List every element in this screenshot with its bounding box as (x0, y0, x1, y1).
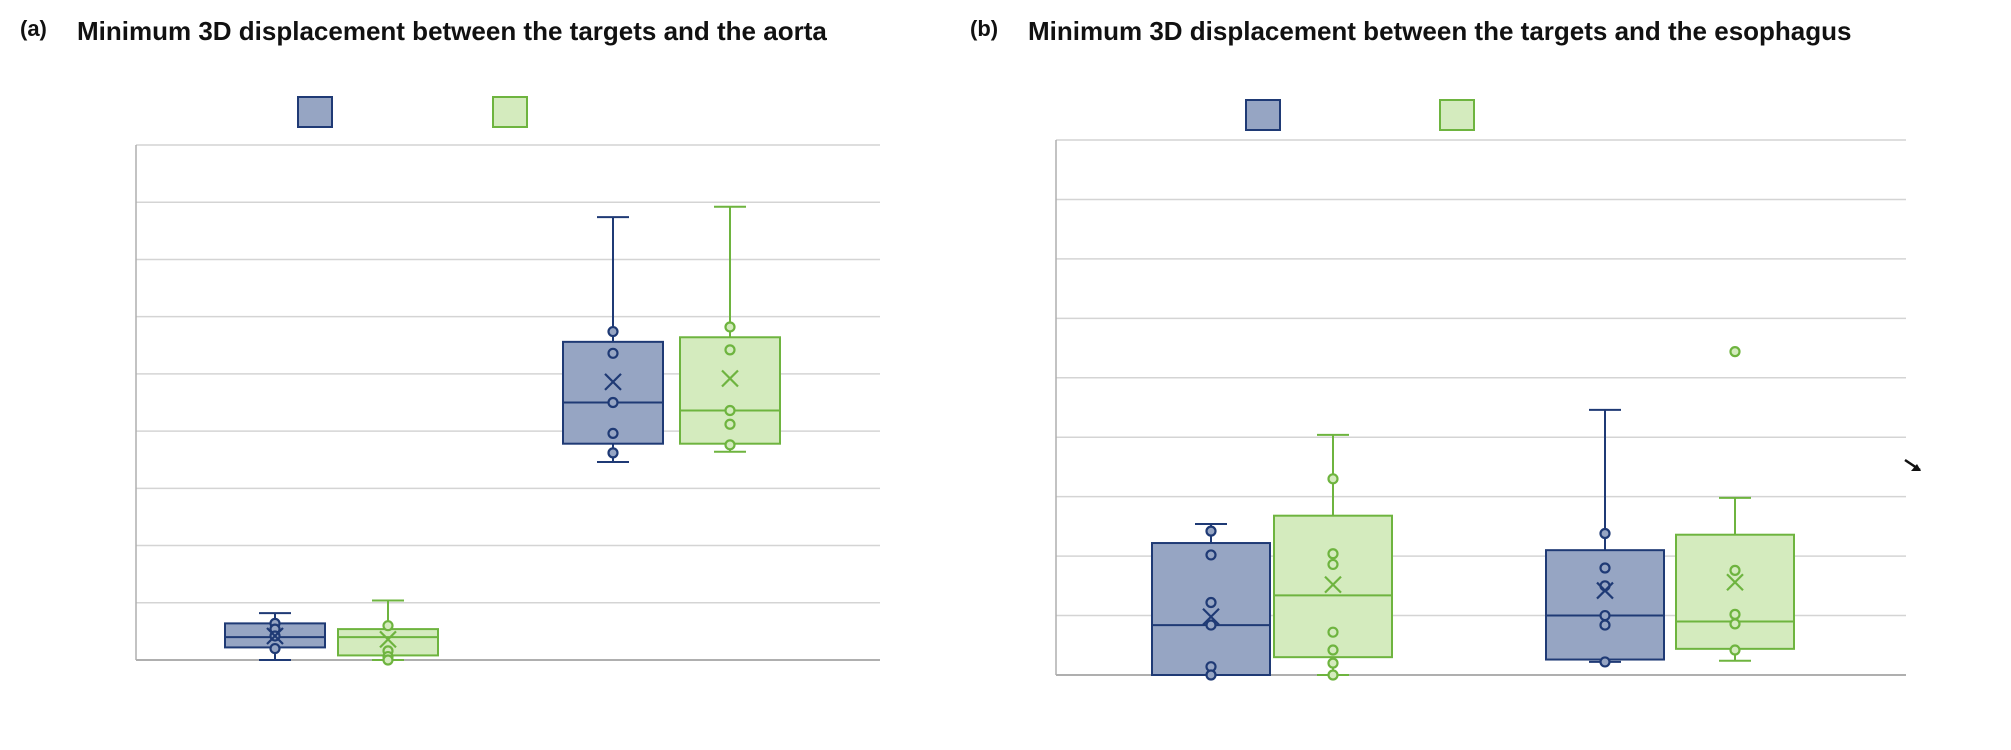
box-plot-aorta (135, 96, 880, 666)
data-point (1205, 549, 1217, 561)
data-point (269, 642, 281, 655)
data-point (1327, 558, 1339, 571)
data-point (1327, 644, 1339, 656)
data-point (1599, 609, 1611, 622)
iqr-box (562, 340, 664, 445)
iqr-box (1675, 533, 1795, 650)
data-point (1327, 669, 1339, 681)
legend-swatch-systole (297, 96, 333, 128)
data-point (607, 396, 619, 409)
chart-panel-a: (a) Minimum 3D displacement between the … (0, 0, 960, 750)
panel-letter-a: (a) (20, 16, 47, 41)
mean-marker (1202, 607, 1220, 626)
box-plot-esophagus (1055, 99, 1921, 681)
box-diastole-left (337, 599, 439, 666)
data-point (1599, 656, 1611, 668)
box-systole-left (224, 612, 326, 661)
box-systole-left (1151, 523, 1271, 681)
panel-letter-b: (b) (970, 16, 999, 41)
data-point (382, 620, 394, 632)
data-point (724, 321, 736, 333)
box-systole-right (1545, 408, 1665, 668)
legend-swatch-diastole (1439, 99, 1475, 131)
box-systole-right (562, 216, 664, 464)
data-point (382, 654, 394, 666)
data-point (724, 418, 736, 430)
mean-marker (1324, 575, 1342, 594)
chart-title-b: Minimum 3D displacement between the targ… (1028, 16, 1852, 46)
mean-marker (1596, 581, 1614, 600)
legend-swatch-diastole (492, 96, 528, 128)
mean-marker (1726, 573, 1744, 592)
chart-panel-b: (b) Minimum 3D displacement between the … (960, 0, 2011, 750)
data-point (1729, 564, 1741, 576)
box-diastole-left (1273, 433, 1393, 681)
box-diastole-right (679, 205, 781, 453)
data-point (1205, 525, 1217, 537)
data-point (724, 404, 736, 417)
data-point (607, 347, 619, 359)
data-point (607, 447, 619, 459)
mean-marker (604, 373, 622, 391)
data-point (607, 325, 619, 338)
data-point (1327, 657, 1339, 669)
mean-marker (721, 369, 739, 388)
data-point (1729, 608, 1741, 620)
data-point (724, 344, 736, 356)
data-point (1205, 669, 1217, 681)
arrow-head-icon (1911, 464, 1921, 471)
data-point (1327, 473, 1339, 485)
data-point (1327, 626, 1339, 638)
data-point (1205, 619, 1217, 631)
data-point (1599, 527, 1611, 540)
data-point (607, 427, 619, 439)
chart-title-a: Minimum 3D displacement between the targ… (77, 16, 827, 46)
iqr-box (1151, 542, 1271, 676)
data-point (724, 439, 736, 451)
data-point (1729, 618, 1741, 630)
mean-marker (266, 627, 284, 645)
legend-swatch-systole (1245, 99, 1281, 131)
data-point (1729, 346, 1741, 358)
data-point (1327, 548, 1339, 560)
mean-marker (379, 630, 397, 649)
data-point (1729, 644, 1741, 656)
data-point (1205, 596, 1217, 609)
data-point (1599, 619, 1611, 631)
data-point (1599, 562, 1611, 574)
box-diastole-right (1675, 346, 1795, 662)
